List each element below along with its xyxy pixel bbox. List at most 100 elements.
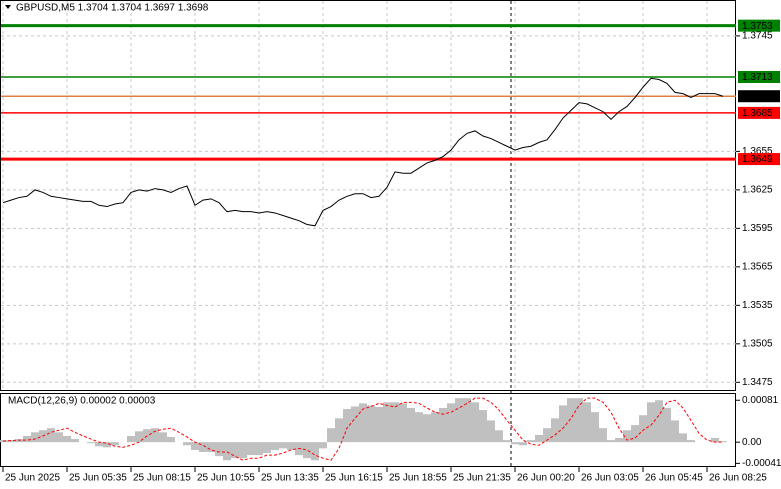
level-label-box [738,106,780,119]
symbol-menu-icon[interactable] [5,5,11,9]
histogram-bar [359,403,367,443]
x-tick-label: 25 Jun 13:35 [261,473,319,484]
x-tick-label: 25 Jun 2025 [5,473,60,484]
histogram-bar [615,438,623,443]
level-label: 1.3713 [742,72,773,83]
y-tick-label: 1.3565 [742,261,773,272]
histogram-bar [271,442,279,450]
histogram-bar [415,412,423,443]
level-label: 1.3649 [742,154,773,165]
macd-title: MACD(12,26,9) 0.00002 0.00003 [8,396,156,407]
histogram-bar [319,442,327,449]
histogram-bar [519,442,527,446]
histogram-bar [479,410,487,443]
y-tick-label: 1.3655 [742,146,773,157]
histogram-bar [223,442,231,461]
histogram-bar [399,403,407,443]
histogram-bar [191,442,199,450]
histogram-bar [559,405,567,443]
histogram-bar [47,428,55,443]
x-tick-label: 25 Jun 16:15 [325,473,383,484]
histogram-bar [471,402,479,443]
histogram-bar [23,435,31,443]
histogram-bar [431,412,439,443]
x-tick-label: 25 Jun 21:35 [453,473,511,484]
x-tick-label: 25 Jun 05:35 [69,473,127,484]
histogram-bar [135,431,143,443]
macd-panel-frame [0,393,736,467]
histogram-bar [335,418,343,443]
histogram-bar [631,425,639,443]
histogram-bar [423,414,431,443]
histogram-bar [63,435,71,443]
x-tick-label: 26 Jun 03:05 [581,473,639,484]
histogram-bar [463,398,471,443]
histogram-bar [183,442,191,446]
histogram-bar [575,398,583,443]
histogram-bar [455,398,463,443]
y-tick-label: 1.3535 [742,300,773,311]
series-line [2,77,724,227]
histogram-bar [495,430,503,443]
histogram-bar [623,430,631,443]
level-label: 1.3685 [742,108,773,119]
histogram-bar [207,442,215,452]
histogram-bar [551,418,559,443]
histogram-bar [87,442,95,444]
histogram-bar [503,440,511,443]
histogram-bar [591,412,599,443]
x-tick-label: 25 Jun 10:55 [197,473,255,484]
histogram-bar [55,432,63,443]
histogram-bar [343,409,351,443]
price-panel-frame [0,0,736,391]
histogram-bar [663,408,671,443]
x-tick-label: 26 Jun 08:25 [709,473,767,484]
histogram-bar [287,442,295,450]
histogram-bar [151,428,159,443]
histogram-bar [375,406,383,443]
histogram-bar [279,442,287,449]
y-tick-label: 1.3625 [742,185,773,196]
histogram-bar [647,402,655,443]
histogram-bar [447,403,455,443]
histogram-bar [103,442,111,448]
histogram-bar [383,402,391,443]
histogram-bar [567,398,575,443]
histogram-bar [255,442,263,456]
histogram-bar [263,442,271,454]
histogram-bar [639,415,647,443]
histogram-bar [167,436,175,443]
level-label-box [738,90,780,103]
level-label: 1.3753 [742,21,773,32]
level-label-box [738,70,780,83]
histogram-bar [303,442,311,459]
histogram-bar [687,440,695,443]
histogram-bar [679,433,687,443]
histogram-bar [599,428,607,443]
histogram-bar [247,442,255,456]
y-tick-label: 1.3745 [742,31,773,42]
y-tick-label: 0.00081 [742,395,779,406]
histogram-bar [487,420,495,443]
histogram-bar [439,408,447,443]
histogram-bar [583,402,591,443]
y-tick-label: 0.00 [742,437,762,448]
histogram-bar [671,420,679,443]
histogram-bar [231,442,239,459]
histogram-bar [199,442,207,452]
histogram-bar [7,440,15,443]
histogram-bar [215,442,223,457]
histogram-bar [111,442,119,446]
histogram-bar [511,442,519,445]
histogram-bar [543,428,551,443]
x-tick-label: 26 Jun 05:45 [645,473,703,484]
y-tick-label: 1.3475 [742,377,773,388]
histogram-bar [15,439,23,443]
histogram-bar [655,400,663,443]
histogram-bar [719,441,727,443]
histogram-bar [95,442,103,447]
histogram-bar [535,434,543,443]
histogram-bar [127,435,135,443]
x-tick-label: 26 Jun 00:20 [517,473,575,484]
